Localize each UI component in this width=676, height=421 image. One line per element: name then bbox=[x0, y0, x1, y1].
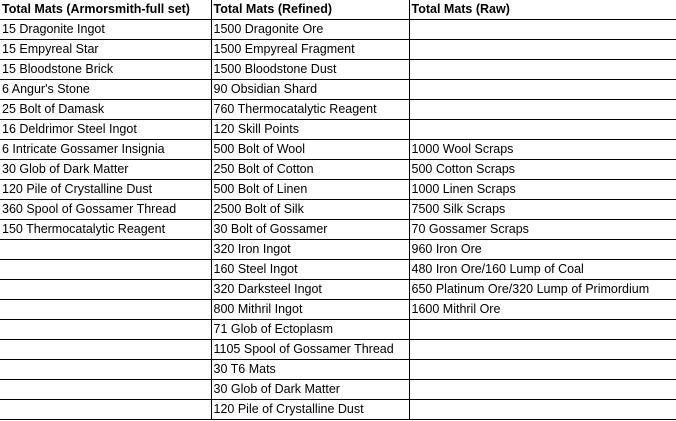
cell-refined[interactable]: 30 Bolt of Gossamer bbox=[210, 219, 410, 240]
table-row: 360 Spool of Gossamer Thread 2500 Bolt of… bbox=[0, 199, 676, 220]
cell-refined[interactable]: 800 Mithril Ingot bbox=[210, 299, 410, 320]
cell-raw[interactable]: 650 Platinum Ore/320 Lump of Primordium bbox=[408, 279, 676, 300]
table-row: 6 Intricate Gossamer Insignia 500 Bolt of… bbox=[0, 139, 676, 160]
table-row: 30 Glob of Dark Matter 250 Bolt of Cotton… bbox=[0, 159, 676, 180]
cell-raw[interactable]: 7500 Silk Scraps bbox=[408, 199, 676, 220]
table-row: 15 Bloodstone Brick 1500 Bloodstone Dust bbox=[0, 59, 676, 80]
cell-refined[interactable]: 71 Glob of Ectoplasm bbox=[210, 319, 410, 340]
table-row: 15 Empyreal Star 1500 Empyreal Fragment bbox=[0, 39, 676, 60]
cell-armorsmith-set[interactable] bbox=[0, 379, 212, 400]
cell-raw[interactable] bbox=[408, 19, 676, 40]
cell-raw[interactable] bbox=[408, 99, 676, 120]
cell-armorsmith-set[interactable]: 30 Glob of Dark Matter bbox=[0, 159, 212, 180]
cell-armorsmith-set[interactable] bbox=[0, 399, 212, 420]
table-row: 800 Mithril Ingot 1600 Mithril Ore bbox=[0, 299, 676, 320]
cell-raw[interactable]: 480 Iron Ore/160 Lump of Coal bbox=[408, 259, 676, 280]
cell-armorsmith-set[interactable]: 25 Bolt of Damask bbox=[0, 99, 212, 120]
cell-armorsmith-set[interactable] bbox=[0, 299, 212, 320]
cell-raw[interactable] bbox=[408, 119, 676, 140]
cell-raw[interactable]: 1000 Linen Scraps bbox=[408, 179, 676, 200]
cell-armorsmith-set[interactable]: 120 Pile of Crystalline Dust bbox=[0, 179, 212, 200]
table-row: 25 Bolt of Damask 760 Thermocatalytic Rea… bbox=[0, 99, 676, 120]
table-row: 320 Darksteel Ingot 650 Platinum Ore/320 … bbox=[0, 279, 676, 300]
table-row: 16 Deldrimor Steel Ingot 120 Skill Points bbox=[0, 119, 676, 140]
cell-raw[interactable] bbox=[408, 59, 676, 80]
cell-refined[interactable]: 2500 Bolt of Silk bbox=[210, 199, 410, 220]
table-row: 15 Dragonite Ingot 1500 Dragonite Ore bbox=[0, 19, 676, 40]
cell-armorsmith-set[interactable]: 15 Empyreal Star bbox=[0, 39, 212, 60]
table-row: 30 Glob of Dark Matter bbox=[0, 379, 676, 400]
table-row: 71 Glob of Ectoplasm bbox=[0, 319, 676, 340]
cell-refined[interactable]: 500 Bolt of Wool bbox=[210, 139, 410, 160]
cell-armorsmith-set[interactable] bbox=[0, 239, 212, 260]
cell-armorsmith-set[interactable] bbox=[0, 359, 212, 380]
cell-armorsmith-set[interactable]: 15 Dragonite Ingot bbox=[0, 19, 212, 40]
cell-raw[interactable] bbox=[408, 399, 676, 420]
cell-refined[interactable]: 1500 Bloodstone Dust bbox=[210, 59, 410, 80]
cell-armorsmith-set[interactable]: 360 Spool of Gossamer Thread bbox=[0, 199, 212, 220]
cell-refined[interactable]: 250 Bolt of Cotton bbox=[210, 159, 410, 180]
table-row: 160 Steel Ingot 480 Iron Ore/160 Lump of … bbox=[0, 259, 676, 280]
table-row: 30 T6 Mats bbox=[0, 359, 676, 380]
table-row: 6 Angur's Stone 90 Obsidian Shard bbox=[0, 79, 676, 100]
cell-refined[interactable]: 90 Obsidian Shard bbox=[210, 79, 410, 100]
cell-armorsmith-set[interactable] bbox=[0, 339, 212, 360]
cell-armorsmith-set[interactable] bbox=[0, 259, 212, 280]
cell-refined[interactable]: 500 Bolt of Linen bbox=[210, 179, 410, 200]
cell-refined[interactable]: 1500 Empyreal Fragment bbox=[210, 39, 410, 60]
cell-raw[interactable] bbox=[408, 319, 676, 340]
cell-refined[interactable]: 1500 Dragonite Ore bbox=[210, 19, 410, 40]
table-row: 1105 Spool of Gossamer Thread bbox=[0, 339, 676, 360]
header-armorsmith-set[interactable]: Total Mats (Armorsmith-full set) bbox=[0, 0, 212, 20]
table-row: 120 Pile of Crystalline Dust 500 Bolt of … bbox=[0, 179, 676, 200]
cell-armorsmith-set[interactable]: 15 Bloodstone Brick bbox=[0, 59, 212, 80]
table-row: 120 Pile of Crystalline Dust bbox=[0, 399, 676, 420]
cell-armorsmith-set[interactable] bbox=[0, 279, 212, 300]
cell-raw[interactable]: 960 Iron Ore bbox=[408, 239, 676, 260]
cell-refined[interactable]: 1105 Spool of Gossamer Thread bbox=[210, 339, 410, 360]
table-row: 150 Thermocatalytic Reagent 30 Bolt of Go… bbox=[0, 219, 676, 240]
cell-refined[interactable]: 120 Skill Points bbox=[210, 119, 410, 140]
cell-refined[interactable]: 30 Glob of Dark Matter bbox=[210, 379, 410, 400]
cell-refined[interactable]: 320 Iron Ingot bbox=[210, 239, 410, 260]
cell-raw[interactable] bbox=[408, 79, 676, 100]
table-row: 320 Iron Ingot 960 Iron Ore bbox=[0, 239, 676, 260]
cell-armorsmith-set[interactable] bbox=[0, 319, 212, 340]
cell-refined[interactable]: 320 Darksteel Ingot bbox=[210, 279, 410, 300]
cell-raw[interactable]: 1000 Wool Scraps bbox=[408, 139, 676, 160]
cell-raw[interactable] bbox=[408, 359, 676, 380]
header-refined[interactable]: Total Mats (Refined) bbox=[210, 0, 410, 20]
cell-raw[interactable] bbox=[408, 39, 676, 60]
cell-raw[interactable] bbox=[408, 379, 676, 400]
table-body: 15 Dragonite Ingot 1500 Dragonite Ore 15 E… bbox=[0, 19, 676, 420]
cell-armorsmith-set[interactable]: 6 Angur's Stone bbox=[0, 79, 212, 100]
cell-refined[interactable]: 120 Pile of Crystalline Dust bbox=[210, 399, 410, 420]
cell-raw[interactable]: 70 Gossamer Scraps bbox=[408, 219, 676, 240]
cell-armorsmith-set[interactable]: 16 Deldrimor Steel Ingot bbox=[0, 119, 212, 140]
header-raw[interactable]: Total Mats (Raw) bbox=[408, 0, 676, 20]
cell-raw[interactable]: 1600 Mithril Ore bbox=[408, 299, 676, 320]
cell-armorsmith-set[interactable]: 6 Intricate Gossamer Insignia bbox=[0, 139, 212, 160]
cell-armorsmith-set[interactable]: 150 Thermocatalytic Reagent bbox=[0, 219, 212, 240]
cell-refined[interactable]: 30 T6 Mats bbox=[210, 359, 410, 380]
cell-raw[interactable]: 500 Cotton Scraps bbox=[408, 159, 676, 180]
cell-refined[interactable]: 160 Steel Ingot bbox=[210, 259, 410, 280]
header-row: Total Mats (Armorsmith-full set) Total M… bbox=[0, 0, 676, 20]
cell-refined[interactable]: 760 Thermocatalytic Reagent bbox=[210, 99, 410, 120]
cell-raw[interactable] bbox=[408, 339, 676, 360]
